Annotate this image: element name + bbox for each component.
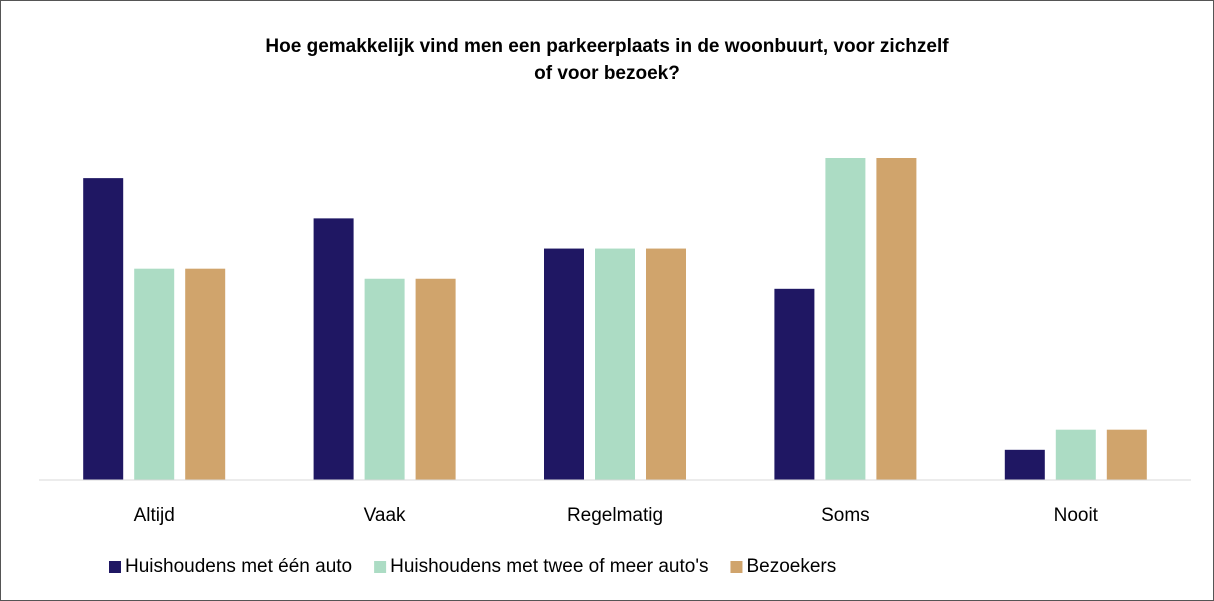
bar <box>83 178 124 480</box>
bar <box>313 218 354 480</box>
x-tick-label: Vaak <box>364 505 406 526</box>
bar <box>595 248 635 480</box>
legend-swatch <box>374 561 387 573</box>
x-tick-label: Nooit <box>1054 505 1099 526</box>
bar <box>774 288 815 480</box>
bar <box>544 248 584 480</box>
legend-swatch <box>109 561 121 573</box>
bar <box>415 278 456 480</box>
bar <box>876 158 917 480</box>
bar <box>134 268 175 480</box>
legend-label: Huishoudens met één auto <box>125 556 352 577</box>
bar <box>1106 429 1147 480</box>
legend-label: Huishoudens met twee of meer auto's <box>390 556 708 577</box>
bar <box>1055 429 1096 480</box>
bar <box>185 268 226 480</box>
legend-label: Bezoekers <box>746 556 836 577</box>
chart-title: Hoe gemakkelijk vind men een parkeerplaa… <box>265 36 949 84</box>
bar <box>364 278 405 480</box>
legend-swatch <box>730 561 743 573</box>
bar <box>1004 449 1045 480</box>
bar <box>825 158 866 480</box>
x-tick-label: Soms <box>821 505 870 526</box>
bar <box>646 248 686 480</box>
x-tick-label: Altijd <box>134 505 175 526</box>
x-tick-label: Regelmatig <box>567 505 663 526</box>
